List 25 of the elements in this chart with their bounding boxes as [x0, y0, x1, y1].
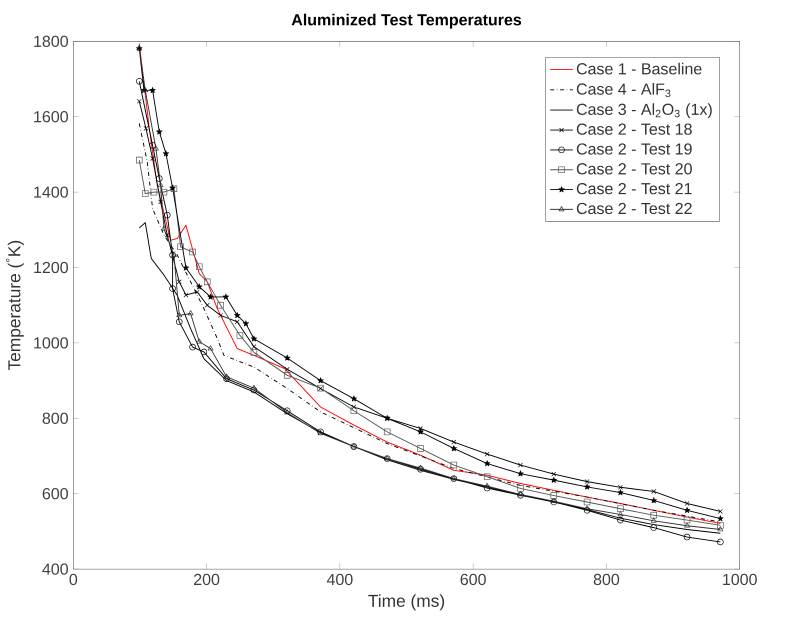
legend-label: Case 2 - Test 19: [576, 143, 692, 155]
x-tick-label: 0: [69, 574, 78, 586]
legend-label: Case 1 - Baseline: [576, 62, 702, 75]
legend-label: Case 2 - Test 20: [576, 163, 692, 175]
y-tick-label: 400: [42, 564, 68, 575]
legend-label: Case 4 - AlF$_{3}$: [576, 83, 670, 98]
x-tick-label: 800: [594, 574, 620, 586]
y-axis-title: Temperature ($^{°}$K): [6, 241, 24, 370]
x-tick-label: 1000: [723, 574, 757, 586]
legend-label: Case 2 - Test 21: [576, 183, 692, 194]
chart-title: Aluminized Test Temperatures: [292, 14, 522, 29]
y-tick-label: 1600: [34, 111, 68, 122]
y-tick-label: 600: [42, 488, 68, 500]
y-tick-label: 1800: [34, 36, 68, 48]
legend-label: Case 2 - Test 18: [576, 124, 692, 135]
y-tick-label: 800: [42, 412, 68, 424]
legend-label: Case 3 - Al$_{2}$O$_{3}$ (1x): [576, 103, 712, 118]
legend-label: Case 2 - Test 22: [576, 202, 692, 214]
x-tick-label: 200: [194, 574, 220, 586]
x-tick-label: 600: [460, 574, 486, 586]
y-tick-label: 1400: [34, 186, 68, 198]
x-axis-title: Time (ms): [368, 594, 444, 611]
x-tick-label: 400: [326, 574, 353, 586]
y-tick-label: 1200: [34, 262, 68, 274]
y-tick-label: 1000: [34, 337, 68, 349]
